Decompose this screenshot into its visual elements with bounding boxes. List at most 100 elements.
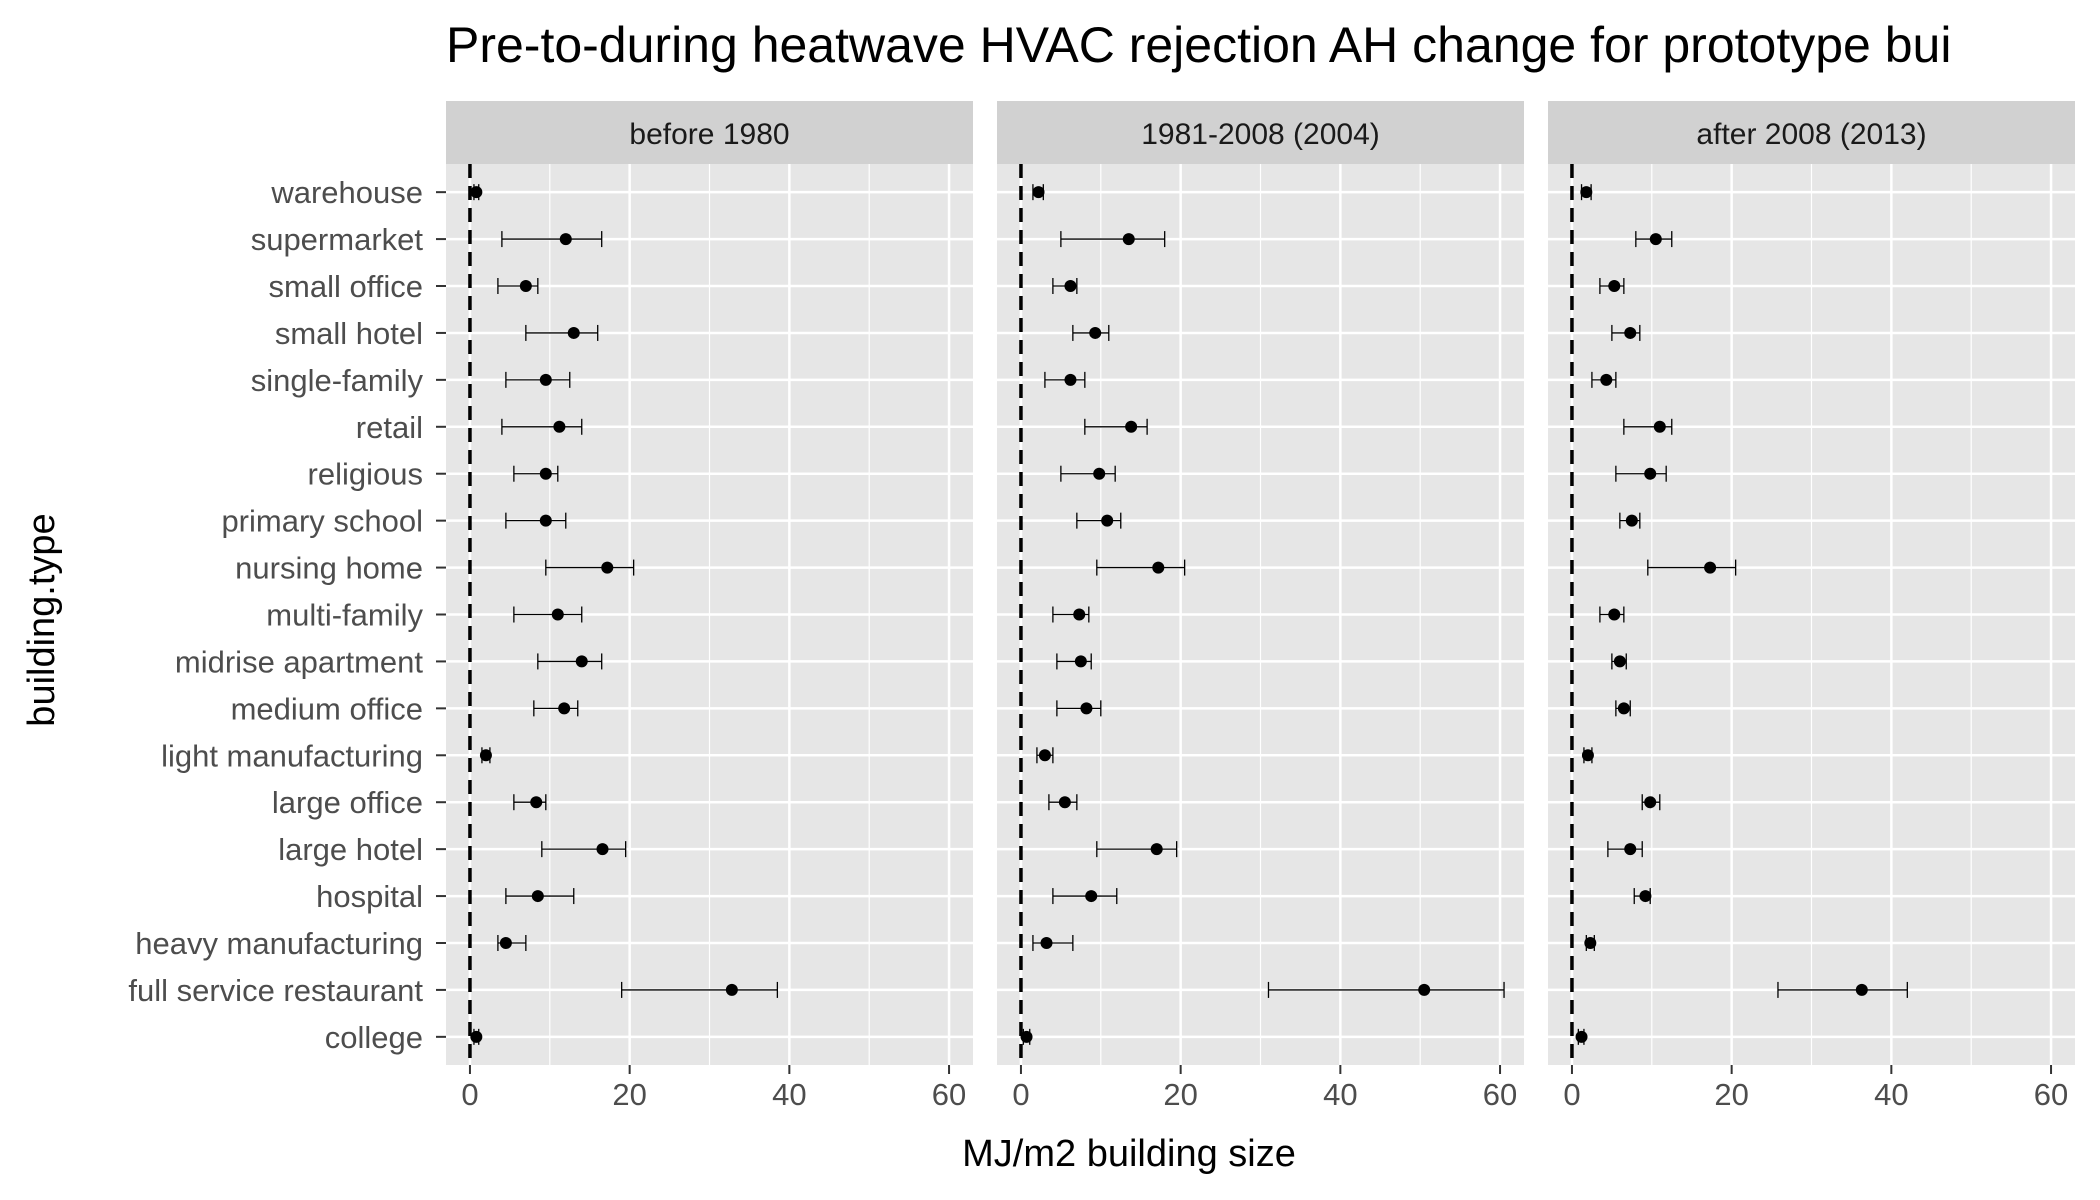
point-large-hotel [1624,843,1637,856]
y-tick-label-heavy-manufacturing: heavy manufacturing [135,926,423,961]
facet-strip-label: before 1980 [629,118,789,151]
point-small-office [1608,280,1621,293]
point-college [470,1030,483,1043]
point-multi-family [1608,608,1621,621]
y-tick-label-primary-school: primary school [221,504,423,539]
point-hospital [531,890,544,903]
x-tick-label: 20 [1714,1077,1748,1112]
point-small-hotel [567,326,580,339]
y-tick-label-supermarket: supermarket [251,222,424,257]
point-multi-family [551,608,564,621]
point-supermarket [1649,233,1662,246]
facet-strip [446,101,973,164]
y-tick-label-retail: retail [356,410,423,445]
point-large-office [530,796,543,809]
point-hospital [1085,890,1098,903]
point-multi-family [1073,608,1086,621]
point-supermarket [559,233,572,246]
point-religious [1644,467,1657,480]
y-axis-title: building.type [21,513,63,726]
facet-strip [1548,101,2075,164]
y-tick-label-warehouse: warehouse [270,175,423,210]
y-tick-label-midrise-apartment: midrise apartment [175,644,423,679]
point-nursing-home [601,561,614,574]
point-single-family [1064,373,1077,386]
point-full-service-restaurant [1855,983,1868,996]
y-tick-label-hospital: hospital [316,879,423,914]
point-midrise-apartment [575,655,588,668]
point-nursing-home [1704,561,1717,574]
y-tick-label-single-family: single-family [251,363,424,398]
facet-panels: before 1980 0 20 40 60 1981-2008 (2004) 0 20 40 6… [446,101,2075,1112]
point-college [1020,1030,1033,1043]
point-midrise-apartment [1074,655,1087,668]
point-large-office [1644,796,1657,809]
x-tick-label: 20 [1163,1077,1197,1112]
y-tick-label-small-office: small office [269,269,424,304]
point-primary-school [539,514,552,527]
point-medium-office [1617,702,1630,715]
x-tick-label: 0 [1012,1077,1029,1112]
point-primary-school [1625,514,1638,527]
point-retail [553,420,566,433]
x-tick-label: 0 [1563,1077,1580,1112]
y-tick-label-large-hotel: large hotel [278,832,423,867]
y-tick-label-small-hotel: small hotel [275,316,423,351]
facet-strip-label: 1981-2008 (2004) [1141,118,1380,151]
point-college [1575,1030,1588,1043]
y-tick-label-medium-office: medium office [231,691,423,726]
point-primary-school [1101,514,1114,527]
x-tick-label: 40 [1323,1077,1357,1112]
point-single-family [1600,373,1613,386]
point-heavy-manufacturing [499,936,512,949]
point-retail [1125,420,1138,433]
point-small-office [1064,280,1077,293]
point-heavy-manufacturing [1040,936,1053,949]
x-tick-label: 40 [1874,1077,1908,1112]
point-small-hotel [1089,326,1102,339]
facet-panel-1981-2008-2004: 1981-2008 (2004) 0 20 40 60 [997,101,1524,1112]
point-retail [1653,420,1666,433]
point-hospital [1639,890,1652,903]
point-medium-office [558,702,571,715]
chart-title: Pre-to-during heatwave HVAC rejection AH… [446,17,1951,73]
point-small-office [519,280,532,293]
point-supermarket [1122,233,1135,246]
point-nursing-home [1152,561,1165,574]
point-light-manufacturing [1038,749,1051,762]
point-large-office [1058,796,1071,809]
point-religious [1093,467,1106,480]
y-tick-label-college: college [325,1020,423,1055]
point-large-hotel [1150,843,1163,856]
y-axis-category-labels: warehouse supermarket small office small ho… [128,175,446,1055]
x-tick-label: 20 [612,1077,646,1112]
x-axis-title: MJ/m2 building size [962,1133,1296,1175]
point-single-family [539,373,552,386]
point-religious [539,467,552,480]
y-tick-label-multi-family: multi-family [266,598,423,633]
point-large-hotel [596,843,609,856]
x-tick-label: 60 [932,1077,966,1112]
point-small-hotel [1624,326,1637,339]
point-warehouse [1032,186,1045,199]
facet-strip [997,101,1524,164]
point-light-manufacturing [479,749,492,762]
y-tick-label-nursing-home: nursing home [235,551,423,586]
point-full-service-restaurant [1418,983,1431,996]
x-tick-label: 60 [1483,1077,1517,1112]
point-full-service-restaurant [725,983,738,996]
point-warehouse [1580,186,1593,199]
y-tick-label-religious: religious [308,457,423,492]
point-midrise-apartment [1613,655,1626,668]
y-tick-label-large-office: large office [272,785,423,820]
facet-panel-before-1980: before 1980 0 20 40 60 [446,101,973,1112]
x-tick-label: 40 [772,1077,806,1112]
x-tick-label: 0 [461,1077,478,1112]
point-heavy-manufacturing [1584,936,1597,949]
facet-panel-after-2008-2013: after 2008 (2013) 0 20 40 60 [1548,101,2075,1112]
point-medium-office [1080,702,1093,715]
facet-strip-label: after 2008 (2013) [1696,118,1926,151]
x-tick-label: 60 [2034,1077,2068,1112]
y-tick-label-full-service-restaurant: full service restaurant [128,973,423,1008]
